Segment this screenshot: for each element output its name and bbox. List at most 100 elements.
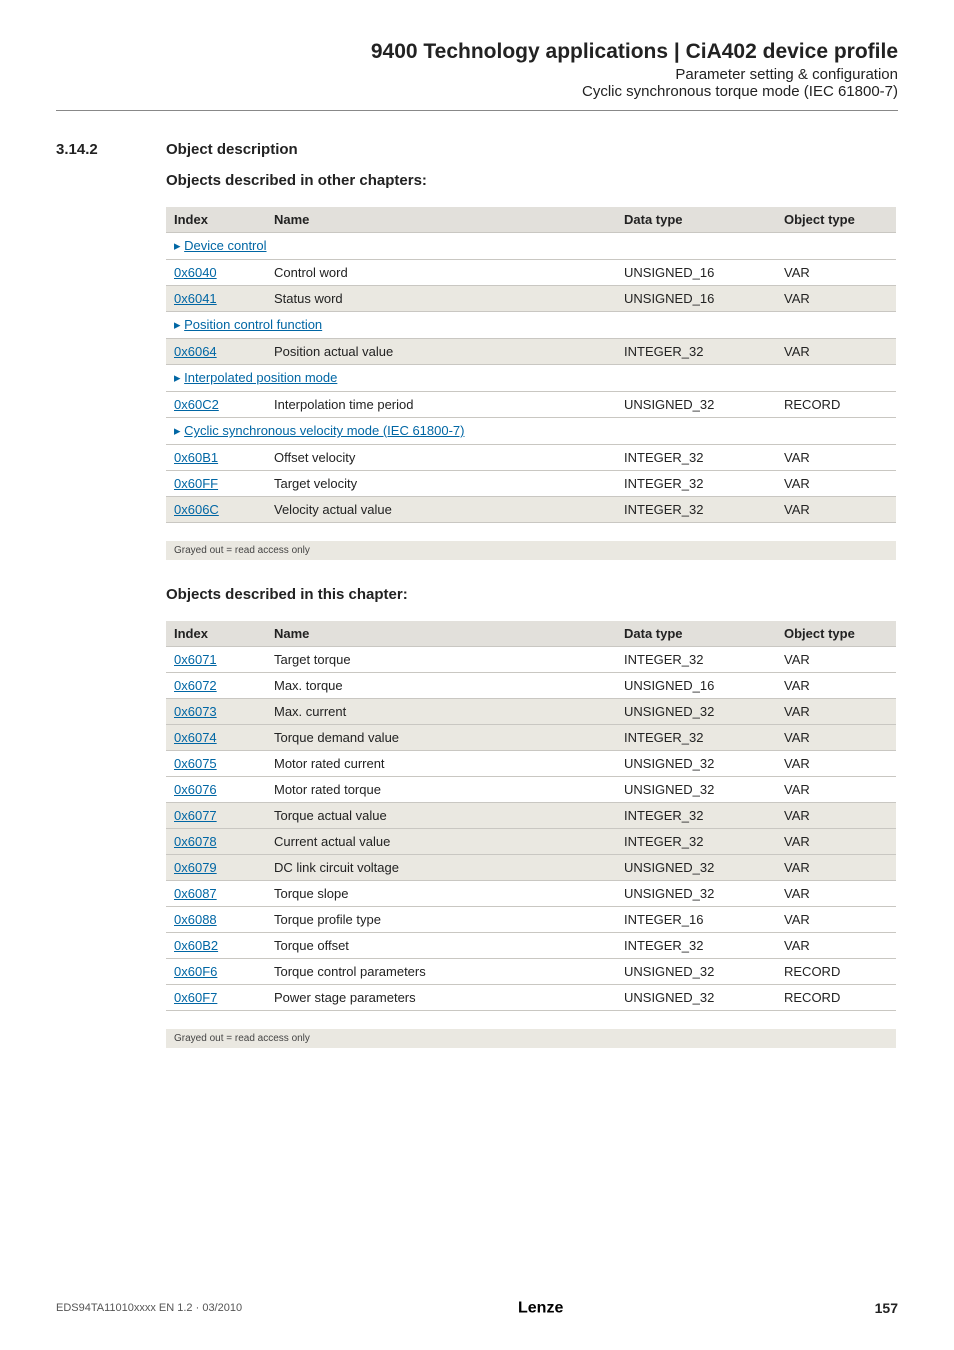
obj-name: Motor rated torque xyxy=(266,777,616,803)
obj-objecttype: RECORD xyxy=(776,985,896,1011)
obj-name: Control word xyxy=(266,260,616,286)
obj-name: Torque actual value xyxy=(266,803,616,829)
obj-name: Torque slope xyxy=(266,881,616,907)
index-link[interactable]: 0x6087 xyxy=(174,886,217,901)
index-link[interactable]: 0x60F7 xyxy=(174,990,217,1005)
obj-name: Offset velocity xyxy=(266,445,616,471)
group-link[interactable]: Interpolated position mode xyxy=(166,365,896,392)
obj-datatype: UNSIGNED_16 xyxy=(616,260,776,286)
obj-datatype: INTEGER_32 xyxy=(616,445,776,471)
obj-name: Interpolation time period xyxy=(266,392,616,418)
obj-name: Max. torque xyxy=(266,673,616,699)
obj-name: Position actual value xyxy=(266,339,616,365)
index-link[interactable]: 0x6074 xyxy=(174,730,217,745)
this-chapter-heading: Objects described in this chapter: xyxy=(166,586,898,603)
obj-objecttype: VAR xyxy=(776,699,896,725)
group-link[interactable]: Cyclic synchronous velocity mode (IEC 61… xyxy=(166,418,896,445)
table-row: 0x60C2Interpolation time periodUNSIGNED_… xyxy=(166,392,896,418)
index-link[interactable]: 0x60C2 xyxy=(174,397,219,412)
obj-name: Power stage parameters xyxy=(266,985,616,1011)
obj-objecttype: VAR xyxy=(776,829,896,855)
obj-datatype: UNSIGNED_32 xyxy=(616,777,776,803)
index-link[interactable]: 0x6064 xyxy=(174,344,217,359)
obj-datatype: UNSIGNED_32 xyxy=(616,699,776,725)
obj-objecttype: VAR xyxy=(776,855,896,881)
obj-datatype: UNSIGNED_16 xyxy=(616,673,776,699)
obj-datatype: INTEGER_32 xyxy=(616,933,776,959)
obj-objecttype: VAR xyxy=(776,881,896,907)
lenze-logo: Lenze xyxy=(513,1298,603,1318)
obj-datatype: INTEGER_16 xyxy=(616,907,776,933)
table-row: 0x60B1 Offset velocityINTEGER_32VAR xyxy=(166,445,896,471)
col-objecttype: Object type xyxy=(776,621,896,647)
index-link[interactable]: 0x6075 xyxy=(174,756,217,771)
table-row: 0x6076 Motor rated torqueUNSIGNED_32VAR xyxy=(166,777,896,803)
table-row: 0x6088Torque profile typeINTEGER_16VAR xyxy=(166,907,896,933)
index-link[interactable]: 0x60B1 xyxy=(174,450,218,465)
obj-datatype: INTEGER_32 xyxy=(616,829,776,855)
footnote-this: Grayed out = read access only xyxy=(166,1029,896,1048)
index-link[interactable]: 0x6072 xyxy=(174,678,217,693)
index-link[interactable]: 0x60FF xyxy=(174,476,218,491)
obj-objecttype: VAR xyxy=(776,933,896,959)
group-link[interactable]: Device control xyxy=(166,233,896,260)
obj-datatype: INTEGER_32 xyxy=(616,725,776,751)
obj-datatype: UNSIGNED_32 xyxy=(616,855,776,881)
obj-name: Max. current xyxy=(266,699,616,725)
index-link[interactable]: 0x606C xyxy=(174,502,219,517)
obj-objecttype: VAR xyxy=(776,725,896,751)
index-link[interactable]: 0x6079 xyxy=(174,860,217,875)
obj-name: Target velocity xyxy=(266,471,616,497)
obj-name: Target torque xyxy=(266,647,616,673)
obj-name: Motor rated current xyxy=(266,751,616,777)
obj-objecttype: VAR xyxy=(776,286,896,312)
obj-datatype: INTEGER_32 xyxy=(616,497,776,523)
svg-text:Lenze: Lenze xyxy=(518,1300,563,1317)
index-link[interactable]: 0x6041 xyxy=(174,291,217,306)
obj-datatype: UNSIGNED_32 xyxy=(616,959,776,985)
obj-name: Torque demand value xyxy=(266,725,616,751)
table-row: 0x6073 Max. currentUNSIGNED_32VAR xyxy=(166,699,896,725)
table-row: 0x6087Torque slopeUNSIGNED_32VAR xyxy=(166,881,896,907)
obj-objecttype: VAR xyxy=(776,497,896,523)
col-objecttype: Object type xyxy=(776,207,896,233)
index-link[interactable]: 0x6073 xyxy=(174,704,217,719)
table-row: 0x6072Max. torqueUNSIGNED_16VAR xyxy=(166,673,896,699)
section-number: 3.14.2 xyxy=(56,141,166,158)
index-link[interactable]: 0x6077 xyxy=(174,808,217,823)
table-row: 0x6079DC link circuit voltageUNSIGNED_32… xyxy=(166,855,896,881)
index-link[interactable]: 0x60B2 xyxy=(174,938,218,953)
col-name: Name xyxy=(266,207,616,233)
obj-objecttype: VAR xyxy=(776,907,896,933)
obj-objecttype: VAR xyxy=(776,647,896,673)
table-row: 0x60F7Power stage parametersUNSIGNED_32R… xyxy=(166,985,896,1011)
index-link[interactable]: 0x6040 xyxy=(174,265,217,280)
obj-name: Torque control parameters xyxy=(266,959,616,985)
index-link[interactable]: 0x6076 xyxy=(174,782,217,797)
obj-objecttype: VAR xyxy=(776,471,896,497)
table-row: 0x6064Position actual valueINTEGER_32VAR xyxy=(166,339,896,365)
index-link[interactable]: 0x6071 xyxy=(174,652,217,667)
obj-name: Status word xyxy=(266,286,616,312)
page-footer: EDS94TA11010xxxx EN 1.2 · 03/2010 Lenze … xyxy=(56,1298,898,1318)
obj-objecttype: VAR xyxy=(776,445,896,471)
obj-objecttype: RECORD xyxy=(776,392,896,418)
obj-objecttype: VAR xyxy=(776,751,896,777)
table-row: 0x6075Motor rated currentUNSIGNED_32VAR xyxy=(166,751,896,777)
obj-objecttype: VAR xyxy=(776,260,896,286)
section-heading: 3.14.2 Object description xyxy=(56,141,898,158)
table-row: 0x6071Target torqueINTEGER_32VAR xyxy=(166,647,896,673)
header-sub2: Cyclic synchronous torque mode (IEC 6180… xyxy=(56,83,898,100)
index-link[interactable]: 0x6078 xyxy=(174,834,217,849)
group-link[interactable]: Position control function xyxy=(166,312,896,339)
header-title: 9400 Technology applications | CiA402 de… xyxy=(56,40,898,64)
obj-datatype: INTEGER_32 xyxy=(616,339,776,365)
index-link[interactable]: 0x60F6 xyxy=(174,964,217,979)
obj-name: Current actual value xyxy=(266,829,616,855)
index-link[interactable]: 0x6088 xyxy=(174,912,217,927)
table-row: 0x6040 Control wordUNSIGNED_16VAR xyxy=(166,260,896,286)
col-datatype: Data type xyxy=(616,207,776,233)
obj-objecttype: VAR xyxy=(776,777,896,803)
obj-datatype: UNSIGNED_16 xyxy=(616,286,776,312)
obj-datatype: INTEGER_32 xyxy=(616,803,776,829)
